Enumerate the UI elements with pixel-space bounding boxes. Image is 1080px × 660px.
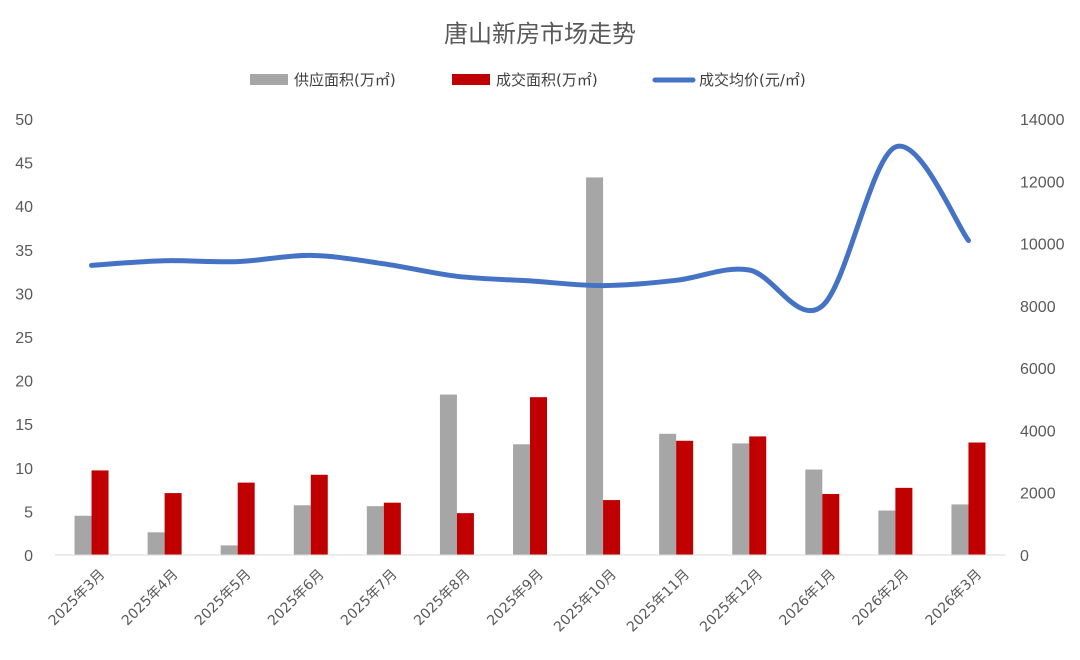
deal-area-bar (237, 482, 255, 555)
y-left-tick-label: 45 (15, 156, 33, 173)
supply-area-bar (366, 506, 384, 555)
deal-area-bar (310, 474, 328, 555)
deal-area-bar (968, 442, 986, 555)
x-tick-label: 2025年9月 (484, 567, 547, 630)
y-axis-right: 0 2000 4000 6000 8000 10000 12000 14000 (1020, 112, 1065, 565)
supply-area-bar (439, 394, 457, 555)
legend-label-supply: 供应面积(万㎡) (294, 71, 396, 89)
legend-swatch-supply (250, 74, 288, 85)
legend-item-deal-area: 成交面积(万㎡) (452, 71, 598, 89)
supply-area-bar (220, 545, 238, 555)
x-tick-label: 2026年2月 (850, 567, 913, 630)
deal-area-bar (822, 493, 840, 555)
x-tick-label: 2025年10月 (551, 567, 620, 636)
deal-area-bar (749, 436, 767, 555)
supply-area-bar (293, 505, 311, 555)
x-tick-label: 2025年3月 (46, 567, 109, 630)
y-left-tick-label: 25 (15, 330, 33, 347)
supply-area-bar (805, 469, 823, 555)
deal-area-bar (91, 470, 109, 555)
supply-area-bar (147, 532, 165, 555)
y-left-tick-label: 0 (24, 548, 33, 565)
supply-area-bar (878, 510, 896, 555)
y-left-tick-label: 35 (15, 243, 33, 260)
x-tick-label: 2025年4月 (119, 567, 182, 630)
y-axis-left: 0 5 10 15 20 25 30 35 40 45 50 (15, 112, 33, 565)
x-tick-label: 2025年12月 (697, 567, 766, 636)
y-left-tick-label: 50 (15, 112, 33, 129)
deal-area-bar (530, 397, 547, 555)
bars-layer (74, 177, 986, 555)
deal-area-bar (383, 502, 401, 555)
legend-swatch-deal-area (452, 74, 490, 85)
legend-label-avg-price: 成交均价(元/㎡) (699, 71, 806, 89)
y-left-tick-label: 20 (15, 374, 33, 391)
x-tick-label: 2026年1月 (777, 567, 840, 630)
deal-area-bar (895, 487, 913, 555)
deal-area-bar (164, 493, 182, 555)
x-axis: 2025年3月 2025年4月 2025年5月 2025年6月 2025年7月 2025年… (46, 567, 986, 636)
y-left-tick-label: 40 (15, 199, 33, 216)
deal-area-bar (603, 500, 621, 555)
y-left-tick-label: 30 (15, 286, 33, 303)
x-tick-label: 2025年8月 (411, 567, 474, 630)
x-tick-label: 2025年6月 (265, 567, 328, 630)
y-left-tick-label: 10 (15, 461, 33, 478)
y-right-tick-label: 6000 (1020, 361, 1056, 378)
supply-area-bar (513, 444, 530, 555)
legend-item-avg-price: 成交均价(元/㎡) (652, 71, 806, 89)
y-right-tick-label: 2000 (1020, 486, 1056, 503)
legend: 供应面积(万㎡) 成交面积(万㎡) 成交均价(元/㎡) (250, 71, 806, 89)
y-right-tick-label: 0 (1020, 548, 1029, 565)
x-tick-label: 2026年3月 (923, 567, 986, 630)
chart-title: 唐山新房市场走势 (444, 20, 636, 48)
y-right-tick-label: 8000 (1020, 299, 1056, 316)
deal-area-bar (456, 513, 474, 555)
x-tick-label: 2025年7月 (338, 567, 401, 630)
y-right-tick-label: 4000 (1020, 423, 1056, 440)
y-right-tick-label: 14000 (1020, 112, 1065, 129)
x-tick-label: 2025年5月 (192, 567, 255, 630)
avg-price-line (89, 143, 971, 314)
supply-area-bar (659, 433, 677, 555)
supply-area-bar (732, 443, 750, 555)
y-right-tick-label: 12000 (1020, 174, 1065, 191)
legend-item-supply: 供应面积(万㎡) (250, 71, 396, 89)
y-right-tick-label: 10000 (1020, 237, 1065, 254)
supply-area-bar (74, 515, 92, 555)
x-tick-label: 2025年11月 (624, 567, 693, 636)
y-left-tick-label: 5 (24, 504, 33, 521)
price-line-layer (89, 143, 971, 314)
deal-area-bar (676, 440, 694, 555)
supply-area-bar (586, 177, 604, 555)
supply-area-bar (951, 504, 969, 555)
legend-label-deal-area: 成交面积(万㎡) (496, 71, 598, 89)
y-left-tick-label: 15 (15, 417, 33, 434)
